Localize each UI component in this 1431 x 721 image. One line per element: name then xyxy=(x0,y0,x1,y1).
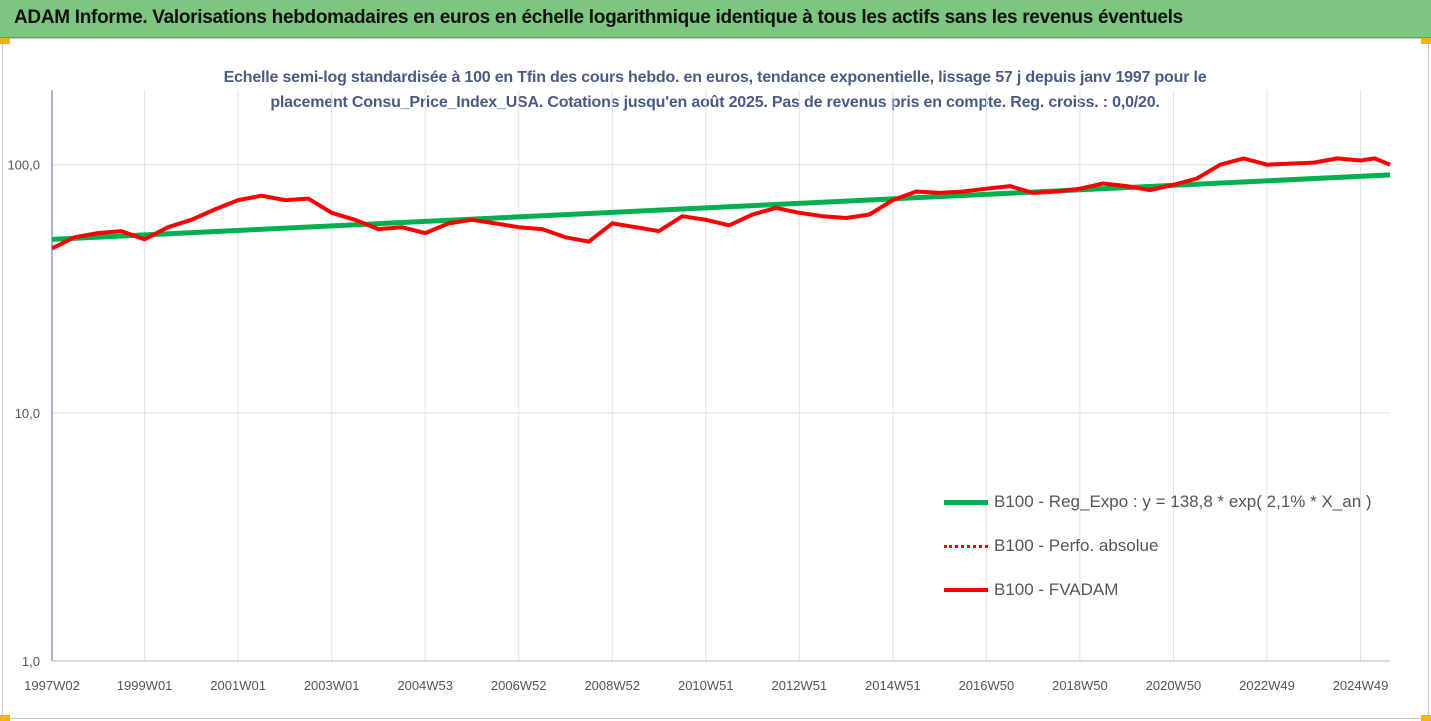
y-tick-label: 1,0 xyxy=(22,654,40,669)
x-tick-label: 2008W52 xyxy=(584,678,640,693)
report-title: ADAM Informe. Valorisations hebdomadaire… xyxy=(14,7,1183,28)
x-tick-label: 2003W01 xyxy=(304,678,360,693)
x-tick-label: 2016W50 xyxy=(959,678,1015,693)
corner-marker-top-right xyxy=(1421,38,1431,44)
x-tick-label: 2012W51 xyxy=(772,678,828,693)
x-tick-label: 2018W50 xyxy=(1052,678,1108,693)
x-tick-label: 2024W49 xyxy=(1333,678,1389,693)
x-tick-label: 2006W52 xyxy=(491,678,547,693)
series-line-fvadam xyxy=(51,156,1391,251)
legend-item-trend: B100 - Reg_Expo : y = 138,8 * exp( 2,1% … xyxy=(944,480,1372,524)
x-tick-label: 2001W01 xyxy=(210,678,266,693)
y-tick-label: 100,0 xyxy=(7,158,40,173)
corner-marker-bottom-right xyxy=(1421,715,1431,721)
report-banner: ADAM Informe. Valorisations hebdomadaire… xyxy=(0,0,1431,38)
chart-legend: B100 - Reg_Expo : y = 138,8 * exp( 2,1% … xyxy=(944,480,1372,612)
x-tick-label: 2004W53 xyxy=(397,678,453,693)
legend-swatch-fvadam xyxy=(944,588,988,592)
legend-label-fvadam: B100 - FVADAM xyxy=(994,580,1119,599)
x-tick-label: 2014W51 xyxy=(865,678,921,693)
x-tick-label: 1999W01 xyxy=(117,678,173,693)
legend-label-trend: B100 - Reg_Expo : y = 138,8 * exp( 2,1% … xyxy=(994,492,1372,511)
x-tick-label: 2020W50 xyxy=(1146,678,1202,693)
legend-item-fvadam: B100 - FVADAM xyxy=(944,568,1372,612)
legend-item-perfo: B100 - Perfo. absolue xyxy=(944,524,1372,568)
legend-swatch-perfo xyxy=(944,544,988,548)
corner-marker-top-left xyxy=(0,38,10,44)
x-tick-label: 1997W02 xyxy=(24,678,80,693)
chart-frame xyxy=(2,38,1429,719)
x-tick-label: 2022W49 xyxy=(1239,678,1295,693)
chart-title-line-1: Echelle semi-log standardisée à 100 en T… xyxy=(223,69,1207,86)
legend-swatch-trend xyxy=(944,499,988,505)
y-tick-label: 10,0 xyxy=(15,406,40,421)
legend-label-perfo: B100 - Perfo. absolue xyxy=(994,536,1159,555)
chart-title: Echelle semi-log standardisée à 100 en T… xyxy=(130,65,1300,115)
chart-title-line-2: placement Consu_Price_Index_USA. Cotatio… xyxy=(270,94,1160,111)
x-tick-label: 2010W51 xyxy=(678,678,734,693)
series-line-reg-expo xyxy=(51,172,1391,242)
corner-marker-bottom-left xyxy=(0,715,10,721)
